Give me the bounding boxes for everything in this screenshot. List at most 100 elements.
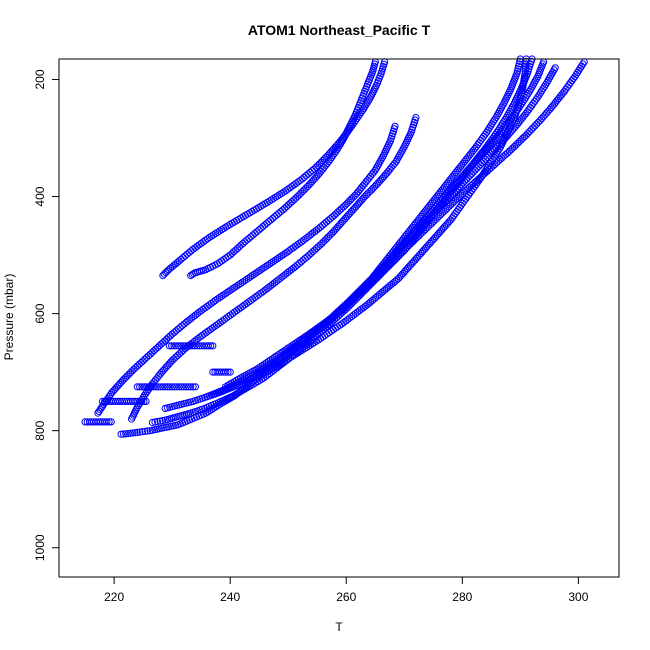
data-point	[138, 383, 146, 391]
data-point	[143, 353, 151, 362]
data-point	[237, 241, 245, 249]
data-point	[157, 340, 165, 348]
data-point	[475, 139, 483, 147]
data-point	[161, 404, 169, 412]
y-tick-label: 800	[33, 420, 47, 440]
data-point	[519, 82, 527, 90]
data-point	[161, 383, 169, 391]
data-point	[174, 342, 183, 350]
data-point	[170, 342, 178, 350]
data-point	[154, 383, 162, 391]
data-point	[156, 417, 164, 425]
x-axis-label: T	[335, 620, 343, 634]
data-point	[172, 342, 180, 350]
data-point	[469, 168, 477, 176]
data-point	[148, 418, 156, 427]
data-point	[189, 383, 197, 391]
data-point	[480, 157, 488, 165]
data-point	[184, 383, 192, 391]
data-point	[450, 212, 458, 220]
data-point	[481, 155, 490, 163]
data-point	[521, 72, 529, 80]
data-point	[520, 77, 528, 85]
data-point	[170, 383, 179, 391]
data-point	[163, 383, 172, 391]
chart-title: ATOM1 Northeast_Pacific T	[248, 22, 431, 38]
data-point	[533, 120, 541, 128]
data-point	[161, 416, 169, 424]
data-point	[139, 357, 147, 365]
data-point	[221, 383, 230, 391]
data-point	[159, 272, 167, 280]
data-point	[173, 383, 181, 391]
data-point	[565, 81, 573, 89]
data-point	[168, 342, 176, 350]
data-point	[157, 383, 165, 391]
data-point	[119, 430, 128, 438]
data-point	[365, 95, 374, 103]
x-tick-label: 220	[104, 590, 124, 604]
data-point	[95, 407, 103, 415]
data-point	[314, 243, 322, 251]
data-point	[103, 418, 111, 426]
data-point	[534, 118, 542, 126]
data-point	[182, 383, 190, 391]
data-point	[531, 97, 539, 105]
data-point	[188, 271, 196, 279]
data-point	[187, 272, 195, 280]
data-point	[175, 383, 183, 391]
data-point	[306, 341, 314, 349]
data-point	[124, 430, 132, 438]
data-point	[161, 337, 169, 345]
data-point	[133, 383, 141, 391]
data-point	[186, 342, 194, 350]
data-point	[187, 383, 195, 391]
data-point	[160, 270, 168, 278]
data-point	[164, 333, 173, 341]
data-point	[312, 337, 320, 345]
data-point	[136, 428, 144, 436]
data-point	[226, 368, 234, 376]
data-point	[281, 204, 289, 212]
data-point	[159, 417, 167, 425]
x-tick-label: 240	[220, 590, 240, 604]
data-point	[297, 258, 305, 266]
data-point	[143, 383, 151, 391]
data-point	[471, 166, 479, 174]
x-tick-label: 280	[452, 590, 472, 604]
data-point	[140, 383, 148, 391]
data-point	[195, 342, 203, 350]
data-point	[336, 206, 344, 214]
y-tick-label: 400	[33, 186, 47, 206]
data-point	[150, 383, 158, 391]
data-point	[239, 239, 247, 247]
data-point	[451, 210, 459, 218]
data-point	[477, 136, 485, 145]
data-point	[520, 74, 528, 83]
data-point	[224, 368, 232, 376]
data-point	[146, 427, 154, 435]
data-point	[296, 347, 305, 355]
data-point	[286, 199, 294, 207]
data-point	[566, 79, 575, 87]
data-point	[191, 383, 199, 391]
data-point	[475, 163, 483, 171]
data-point	[290, 351, 299, 359]
data-point	[152, 345, 160, 353]
data-point	[146, 350, 154, 358]
data-point	[526, 103, 534, 112]
data-point	[235, 243, 243, 251]
data-point	[529, 99, 537, 107]
data-point	[138, 397, 146, 405]
data-point	[142, 397, 150, 405]
data-point	[478, 159, 486, 167]
data-point	[168, 383, 176, 391]
data-point	[165, 342, 173, 350]
data-point	[330, 211, 338, 219]
data-point	[177, 348, 185, 356]
data-point	[181, 342, 190, 350]
data-point	[527, 126, 536, 134]
data-point	[151, 418, 159, 426]
data-point	[184, 342, 192, 350]
data-point	[304, 342, 313, 350]
